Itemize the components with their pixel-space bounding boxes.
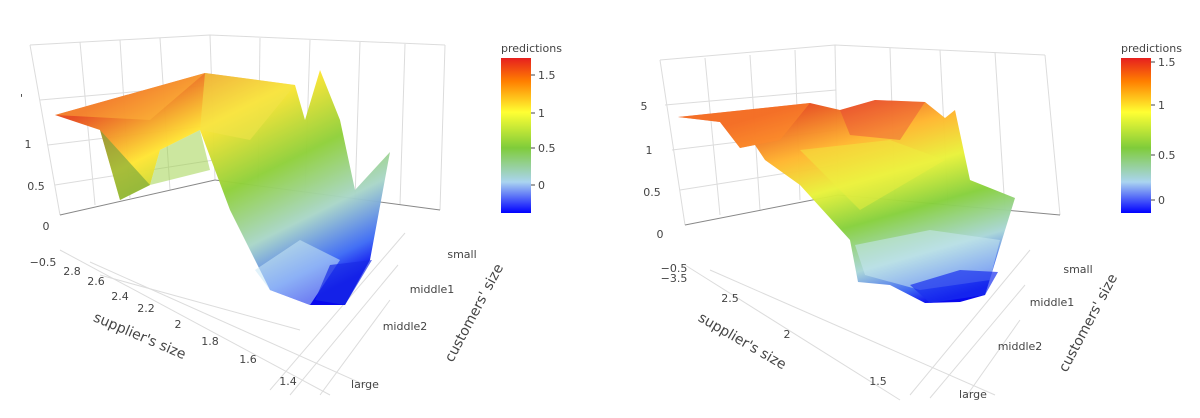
y-tick: middle1 bbox=[1030, 296, 1075, 309]
colorbar-tick: 1 bbox=[1158, 99, 1165, 112]
z-tick: 0 bbox=[43, 220, 50, 233]
right-z-ticks: 5 1 0.5 0 −0.5 bbox=[641, 100, 688, 275]
y-tick: large bbox=[351, 378, 379, 391]
x-tick: 2.4 bbox=[111, 290, 129, 303]
left-z-ticks: ' 1 0.5 0 −0.5 bbox=[20, 92, 56, 269]
x-tick: 2.2 bbox=[137, 302, 155, 315]
left-colorbar: predictions 1.5 1 0.5 0 bbox=[501, 42, 562, 213]
left-y-ticks: small middle1 middle2 large bbox=[351, 248, 477, 391]
x-tick: 1.8 bbox=[201, 335, 219, 348]
colorbar-tick: 0.5 bbox=[538, 142, 556, 155]
x-tick: −3.5 bbox=[661, 272, 688, 285]
z-tick: ' bbox=[20, 92, 23, 105]
y-tick: small bbox=[447, 248, 476, 261]
right-colorbar: predictions 1.5 1 0.5 0 bbox=[1121, 42, 1182, 213]
z-tick: 5 bbox=[641, 100, 648, 113]
y-tick: middle2 bbox=[383, 320, 428, 333]
x-tick: 2.8 bbox=[63, 265, 81, 278]
colorbar-gradient bbox=[501, 58, 531, 213]
z-tick: −0.5 bbox=[661, 262, 688, 275]
right-y-axis-title: customers' size bbox=[1056, 271, 1121, 374]
left-surface-svg: ' 1 0.5 0 −0.5 2.8 2.6 2.4 2.2 2 1.8 1.6… bbox=[20, 34, 562, 396]
colorbar-title: predictions bbox=[1121, 42, 1182, 55]
x-tick: 2 bbox=[784, 328, 791, 341]
x-tick: 1.6 bbox=[239, 353, 257, 366]
z-tick: 0 bbox=[657, 228, 664, 241]
right-surface-plot: 5 1 0.5 0 −0.5 −3.5 2.5 2 1.5 supplier's… bbox=[600, 0, 1200, 418]
colorbar-tick: 0.5 bbox=[1158, 149, 1176, 162]
y-tick: small bbox=[1063, 263, 1092, 276]
z-tick: 0.5 bbox=[27, 180, 45, 193]
right-x-ticks: −3.5 2.5 2 1.5 bbox=[661, 272, 887, 388]
colorbar-tick: 1 bbox=[538, 107, 545, 120]
colorbar-tick: 1.5 bbox=[538, 69, 556, 82]
x-tick: 1.5 bbox=[869, 375, 887, 388]
right-surface bbox=[678, 100, 1015, 303]
x-tick: 2.6 bbox=[87, 275, 105, 288]
left-y-axis-title: customers' size bbox=[442, 261, 507, 364]
left-x-ticks: 2.8 2.6 2.4 2.2 2 1.8 1.6 1.4 bbox=[63, 265, 297, 388]
x-tick: 2 bbox=[175, 318, 182, 331]
z-tick: 1 bbox=[25, 138, 32, 151]
z-tick: −0.5 bbox=[30, 256, 57, 269]
colorbar-tick: 1.5 bbox=[1158, 56, 1176, 69]
z-tick: 0.5 bbox=[643, 186, 661, 199]
y-tick: middle1 bbox=[410, 283, 455, 296]
x-tick: 1.4 bbox=[279, 375, 297, 388]
right-surface-svg: 5 1 0.5 0 −0.5 −3.5 2.5 2 1.5 supplier's… bbox=[641, 42, 1183, 401]
y-tick: large bbox=[959, 388, 987, 401]
left-surface bbox=[55, 70, 390, 305]
colorbar-title: predictions bbox=[501, 42, 562, 55]
y-tick: middle2 bbox=[998, 340, 1043, 353]
z-tick: 1 bbox=[646, 144, 653, 157]
x-tick: 2.5 bbox=[721, 292, 739, 305]
left-surface-plot: ' 1 0.5 0 −0.5 2.8 2.6 2.4 2.2 2 1.8 1.6… bbox=[20, 34, 562, 396]
colorbar-gradient bbox=[1121, 58, 1151, 213]
right-x-axis-title: supplier's size bbox=[695, 310, 789, 373]
colorbar-tick: 0 bbox=[1158, 194, 1165, 207]
colorbar-tick: 0 bbox=[538, 179, 545, 192]
right-y-ticks: small middle1 middle2 large bbox=[959, 263, 1093, 401]
